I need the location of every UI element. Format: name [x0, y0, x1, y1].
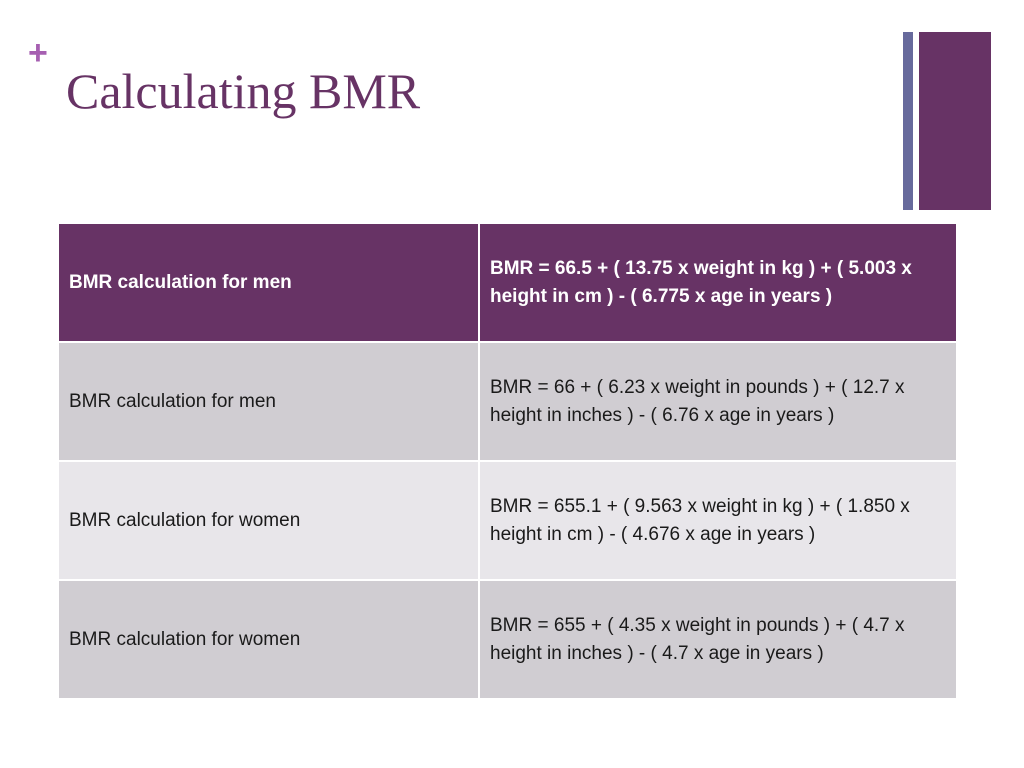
row-label-cell: BMR calculation for men [57, 222, 480, 343]
formula-cell: BMR = 66.5 + ( 13.75 x weight in kg ) + … [478, 222, 958, 343]
table-row: BMR calculation for men BMR = 66 + ( 6.2… [57, 341, 958, 462]
decorative-thin-bar [903, 32, 913, 210]
table-row: BMR calculation for men BMR = 66.5 + ( 1… [57, 222, 958, 343]
slide-title: Calculating BMR [66, 63, 421, 119]
formula-cell: BMR = 66 + ( 6.23 x weight in pounds ) +… [478, 341, 958, 462]
decorative-wide-bar [919, 32, 991, 210]
row-label-cell: BMR calculation for women [57, 579, 480, 700]
formula-cell: BMR = 655.1 + ( 9.563 x weight in kg ) +… [478, 460, 958, 581]
bmr-table: BMR calculation for men BMR = 66.5 + ( 1… [57, 222, 958, 700]
row-label-cell: BMR calculation for women [57, 460, 480, 581]
table-row: BMR calculation for women BMR = 655 + ( … [57, 579, 958, 700]
plus-bullet-icon: + [28, 34, 48, 72]
row-label-cell: BMR calculation for men [57, 341, 480, 462]
table-row: BMR calculation for women BMR = 655.1 + … [57, 460, 958, 581]
formula-cell: BMR = 655 + ( 4.35 x weight in pounds ) … [478, 579, 958, 700]
